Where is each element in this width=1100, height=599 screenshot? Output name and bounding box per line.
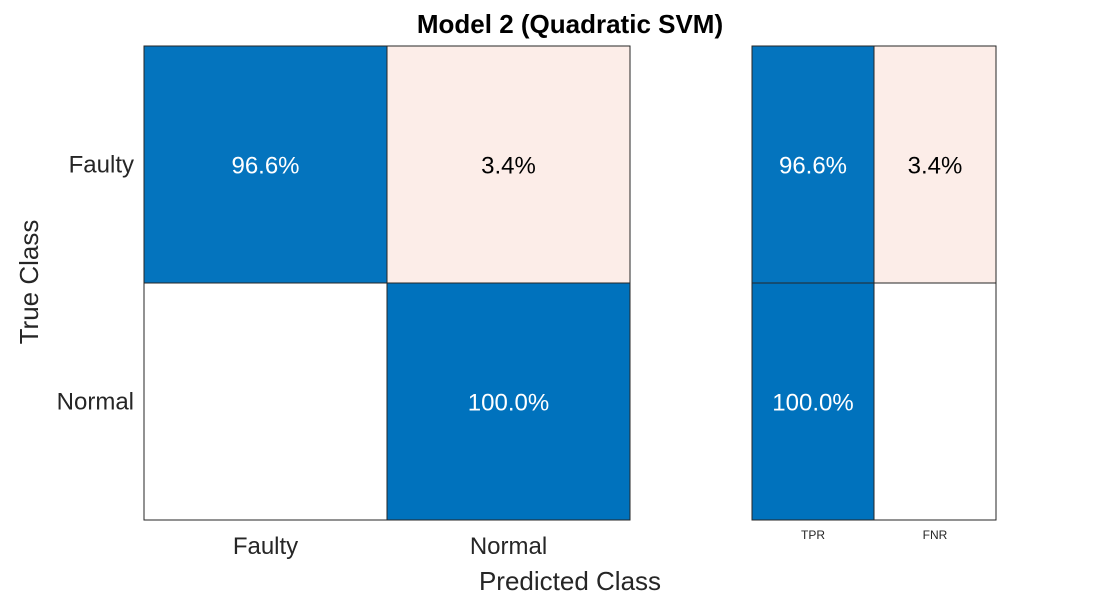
summary-cell (751, 282, 875, 521)
summary-column-tick-label: FNR (923, 528, 948, 542)
summary-column-tick-label: TPR (801, 528, 825, 542)
matrix-cell-label: 96.6% (231, 153, 299, 180)
matrix-cell (386, 45, 631, 284)
summary-cell (873, 282, 997, 521)
chart-title: Model 2 (Quadratic SVM) (417, 9, 723, 39)
summary-cell-label: 96.6% (779, 153, 847, 180)
summary-cell-label: 100.0% (772, 390, 853, 417)
matrix-cell (143, 282, 388, 521)
main-confusion-matrix: 96.6% 3.4% 100.0% Faulty Normal Faulty Normal (57, 45, 631, 560)
summary-cell (751, 45, 875, 284)
summary-rates-matrix: 96.6% 3.4% 100.0% TPR FNR (751, 45, 997, 542)
summary-cell (873, 45, 997, 284)
column-tick-label: Faulty (233, 533, 298, 560)
row-tick-label: Faulty (69, 152, 134, 179)
y-axis-label: True Class (14, 220, 44, 345)
column-tick-label: Normal (470, 533, 547, 560)
x-axis-label: Predicted Class (479, 566, 661, 596)
matrix-cell-label: 3.4% (481, 153, 536, 180)
matrix-cell-label: 100.0% (468, 390, 549, 417)
matrix-cell (143, 45, 388, 284)
summary-cell-label: 3.4% (908, 153, 963, 180)
matrix-cell (386, 282, 631, 521)
row-tick-label: Normal (57, 389, 134, 416)
